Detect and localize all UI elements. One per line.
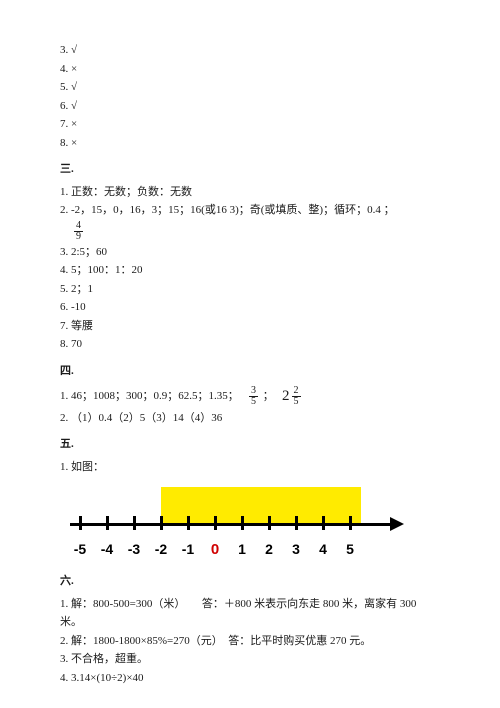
number-line-chart: -5 -4 -3 -2 -1 012345	[60, 483, 420, 563]
axis-tick	[106, 516, 109, 530]
section-heading-6: 六.	[60, 573, 440, 590]
axis-label: 1	[238, 539, 246, 560]
highlight-region	[161, 487, 361, 523]
axis-tick	[241, 516, 244, 530]
fraction-den: 5	[292, 396, 301, 407]
answer-line: 4. 3.14×(10÷2)×40	[60, 670, 440, 687]
item-mark: √	[71, 100, 77, 112]
axis-tick	[133, 516, 136, 530]
axis-label: 0	[211, 539, 219, 562]
answer-line: 5. 2；1	[60, 281, 440, 298]
axis-tick	[187, 516, 190, 530]
answer-line: 1. 解：800-500=300（米） 答：＋800 米表示向东走 800 米，…	[60, 596, 440, 613]
axis-label: 5	[346, 539, 354, 560]
axis-label: -3	[128, 539, 140, 560]
arrow-icon	[390, 517, 404, 531]
answer-line: 7. 等腰	[60, 318, 440, 335]
axis-label: -2	[155, 539, 167, 560]
item-mark: ×	[71, 118, 77, 130]
axis-tick	[214, 516, 217, 530]
answer-line: 1. 正数：无数；负数：无数	[60, 184, 440, 201]
axis-label: 4	[319, 539, 327, 560]
list-item: 6. √	[60, 98, 440, 115]
answer-line: 2. （1）0.4（2）5（3）14（4）36	[60, 410, 440, 427]
fraction-4-9: 4 9	[74, 221, 83, 242]
answer-line: 8. 70	[60, 336, 440, 353]
axis-line	[70, 523, 394, 526]
item-mark: √	[71, 44, 77, 56]
answer-line: 6. -10	[60, 299, 440, 316]
separator: ；	[263, 390, 277, 402]
fraction-2-5: 2 5	[292, 386, 301, 407]
item-num: 8.	[60, 137, 68, 149]
list-item: 4. ×	[60, 61, 440, 78]
list-item: 8. ×	[60, 135, 440, 152]
item-num: 6.	[60, 100, 68, 112]
axis-tick	[268, 516, 271, 530]
axis-tick	[322, 516, 325, 530]
section-heading-4: 四.	[60, 363, 440, 380]
answer-line: 2. -2，15，0，16，3；15；16(或16 3)；奇(或填质、整)；循环…	[60, 202, 440, 219]
item-mark: ×	[71, 137, 77, 149]
answer-line: 3. 2:5；60	[60, 244, 440, 261]
item-num: 5.	[60, 81, 68, 93]
section-heading-5: 五.	[60, 436, 440, 453]
answer-line: 1. 46；1008；300；0.9；62.5；1.35； 3 5 ； 2 2 …	[60, 385, 440, 408]
item-num: 3.	[60, 44, 68, 56]
answer-line: 1. 如图：	[60, 459, 440, 476]
fraction-num: 3	[249, 386, 258, 396]
axis-label: -5	[74, 539, 86, 560]
answer-prefix: 1. 46；1008；300；0.9；62.5；1.35；	[60, 390, 239, 402]
fraction-den: 5	[249, 396, 258, 407]
answer-line: 4. 5；100：1：20	[60, 262, 440, 279]
axis-label: -4	[101, 539, 113, 560]
axis-tick	[295, 516, 298, 530]
list-item: 3. √	[60, 42, 440, 59]
answer-line: 3. 不合格，超重。	[60, 651, 440, 668]
item-mark: ×	[71, 63, 77, 75]
axis-label: 2	[265, 539, 273, 560]
list-item: 7. ×	[60, 116, 440, 133]
item-num: 4.	[60, 63, 68, 75]
answer-fraction: 4 9	[60, 221, 440, 242]
fraction-num: 2	[292, 386, 301, 396]
answer-line: 米。	[60, 614, 440, 631]
axis-label: 3	[292, 539, 300, 560]
list-item: 5. √	[60, 79, 440, 96]
mixed-number: 2 2 5	[282, 385, 303, 408]
axis-tick	[160, 516, 163, 530]
judgement-list: 3. √ 4. × 5. √ 6. √ 7. × 8. ×	[60, 42, 440, 151]
item-mark: √	[71, 81, 77, 93]
fraction-3-5: 3 5	[249, 386, 258, 407]
axis-tick	[79, 516, 82, 530]
section-heading-3: 三.	[60, 161, 440, 178]
axis-label: -1	[182, 539, 194, 560]
fraction-den: 9	[74, 231, 83, 242]
mixed-whole: 2	[282, 385, 290, 408]
answer-line: 2. 解：1800-1800×85%=270（元） 答：比平时购买优惠 270 …	[60, 633, 440, 650]
item-num: 7.	[60, 118, 68, 130]
axis-tick	[349, 516, 352, 530]
fraction-num: 4	[74, 221, 83, 231]
